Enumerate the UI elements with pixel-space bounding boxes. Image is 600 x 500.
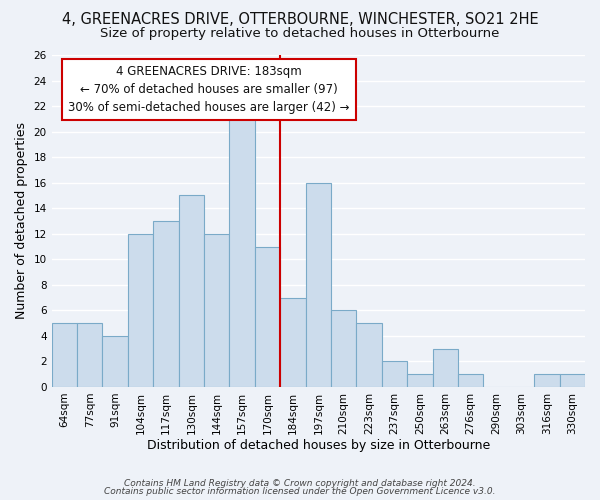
Bar [305,182,331,387]
Text: 4 GREENACRES DRIVE: 183sqm
← 70% of detached houses are smaller (97)
30% of semi: 4 GREENACRES DRIVE: 183sqm ← 70% of deta… [68,65,350,114]
Bar [356,323,382,387]
X-axis label: Distribution of detached houses by size in Otterbourne: Distribution of detached houses by size … [147,440,490,452]
Bar [204,234,229,387]
Bar [382,362,407,387]
Bar [179,196,204,387]
Text: Contains HM Land Registry data © Crown copyright and database right 2024.: Contains HM Land Registry data © Crown c… [124,478,476,488]
Bar [560,374,585,387]
Bar [229,119,255,387]
Text: Contains public sector information licensed under the Open Government Licence v3: Contains public sector information licen… [104,487,496,496]
Bar [407,374,433,387]
Text: Size of property relative to detached houses in Otterbourne: Size of property relative to detached ho… [100,28,500,40]
Bar [433,348,458,387]
Bar [153,221,179,387]
Bar [255,246,280,387]
Bar [103,336,128,387]
Bar [331,310,356,387]
Text: 4, GREENACRES DRIVE, OTTERBOURNE, WINCHESTER, SO21 2HE: 4, GREENACRES DRIVE, OTTERBOURNE, WINCHE… [62,12,538,28]
Bar [280,298,305,387]
Bar [52,323,77,387]
Bar [77,323,103,387]
Bar [128,234,153,387]
Y-axis label: Number of detached properties: Number of detached properties [15,122,28,320]
Bar [534,374,560,387]
Bar [458,374,484,387]
